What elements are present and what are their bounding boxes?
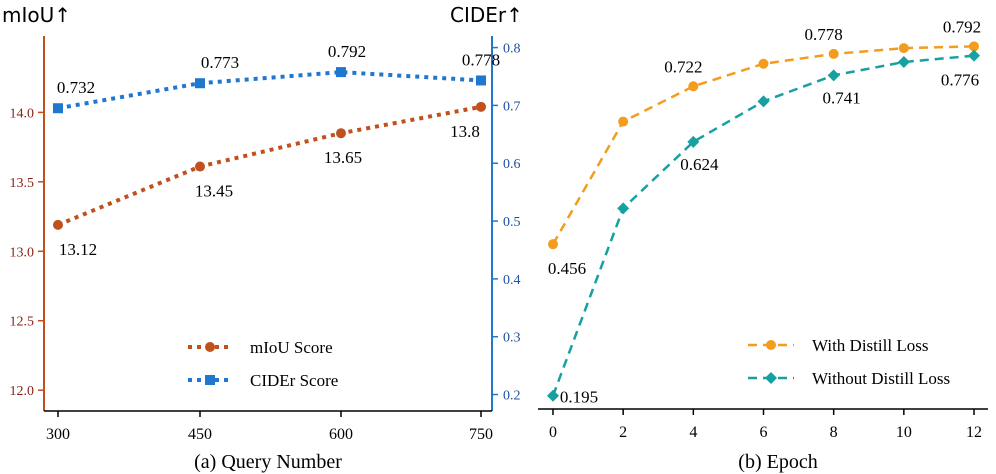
series-with-distill-loss: 0.456 0.722 0.778 0.792 <box>548 17 981 278</box>
x-tick-label: 6 <box>760 424 768 441</box>
data-label: 0.792 <box>943 17 981 36</box>
x-tick-label: 8 <box>830 424 838 441</box>
y-tick-label: 13.5 <box>10 176 35 191</box>
data-point <box>898 43 909 54</box>
data-label: 0.778 <box>805 25 843 44</box>
data-point <box>828 48 839 59</box>
data-point <box>687 135 700 148</box>
data-point <box>476 101 486 112</box>
data-point <box>757 95 770 108</box>
data-point <box>53 219 63 230</box>
data-label: 0.741 <box>823 88 861 107</box>
data-point <box>547 389 559 402</box>
data-point <box>476 75 486 86</box>
y-tick-label: 0.4 <box>503 273 521 288</box>
series-cider-score: 0.732 0.773 0.792 0.778 <box>53 42 500 114</box>
data-point <box>688 81 699 92</box>
legend: mIoU Score CIDEr Score <box>188 338 338 390</box>
data-label: 0.195 <box>560 388 598 407</box>
series-without-distill-loss: 0.195 0.624 0.741 0.776 <box>547 49 980 407</box>
data-label: 0.776 <box>941 71 979 90</box>
data-label: 13.65 <box>324 148 362 167</box>
legend-marker <box>765 372 777 384</box>
data-point <box>336 128 346 139</box>
legend-marker <box>205 342 215 352</box>
legend-label: With Distill Loss <box>812 336 928 355</box>
y-tick-label: 0.6 <box>503 157 521 172</box>
data-point <box>195 78 205 89</box>
legend-marker <box>205 375 215 385</box>
y-tick-label: 0.2 <box>503 389 521 404</box>
y-tick-label: 0.5 <box>503 215 521 230</box>
data-point <box>336 67 346 78</box>
caption-query-number: (a) Query Number <box>194 451 342 473</box>
left-axis-title: mIoU↑ <box>2 3 71 27</box>
data-label: 0.722 <box>664 57 702 76</box>
data-label: 13.12 <box>59 240 97 259</box>
x-tick-label: 450 <box>188 426 212 443</box>
caption-epoch: (b) Epoch <box>738 451 817 473</box>
series-miou-score: 13.12 13.45 13.65 13.8 <box>53 101 486 259</box>
y-tick-label: 0.3 <box>503 331 521 346</box>
data-point <box>758 58 769 69</box>
data-point <box>53 103 63 114</box>
data-point <box>618 116 629 127</box>
legend-marker <box>766 340 776 350</box>
x-tick-label: 600 <box>329 426 353 443</box>
y-tick-label: 13.0 <box>10 245 35 260</box>
x-tick-label: 12 <box>966 424 982 441</box>
data-label: 0.624 <box>680 155 719 174</box>
series-line <box>57 104 482 227</box>
right-axis-title: CIDEr↑ <box>450 3 523 27</box>
legend-label: CIDEr Score <box>250 371 338 390</box>
data-point <box>617 202 630 215</box>
legend-label: mIoU Score <box>250 338 333 357</box>
data-point <box>548 239 558 250</box>
x-tick-label: 750 <box>469 426 493 443</box>
legend: With Distill Loss Without Distill Loss <box>748 336 950 388</box>
x-tick-label: 0 <box>549 424 557 441</box>
series-line <box>551 45 975 245</box>
data-label: 0.456 <box>548 259 586 278</box>
data-label: 0.792 <box>328 42 366 61</box>
y-tick-label: 14.0 <box>10 106 35 121</box>
panel-epoch: 0.2 0.3 0.4 0.5 0.6 0.7 0.8 0 2 4 6 8 10 12 (b) Epoch 0… <box>492 17 988 473</box>
data-point <box>897 56 910 69</box>
x-tick-label: 300 <box>46 426 70 443</box>
data-label: 0.773 <box>201 53 239 72</box>
x-tick-label: 4 <box>689 424 697 441</box>
data-label: 0.778 <box>462 50 500 69</box>
y-tick-label: 0.8 <box>503 42 521 57</box>
y-tick-label: 12.0 <box>10 384 35 399</box>
data-label: 0.732 <box>57 78 95 97</box>
data-point <box>195 161 205 172</box>
panel-query-number: 12.0 12.5 13.0 13.5 14.0 300 450 600 750 mIoU↑ CID… <box>2 3 523 473</box>
data-point <box>968 49 980 62</box>
data-point <box>969 41 979 52</box>
y-tick-label: 12.5 <box>10 315 35 330</box>
legend-label: Without Distill Loss <box>812 369 950 388</box>
y-tick-label: 0.7 <box>503 99 521 114</box>
x-tick-label: 2 <box>619 424 627 441</box>
series-line <box>57 70 482 111</box>
data-label: 13.8 <box>450 122 480 141</box>
data-point <box>827 69 840 82</box>
data-label: 13.45 <box>195 182 233 201</box>
x-tick-label: 10 <box>896 424 912 441</box>
